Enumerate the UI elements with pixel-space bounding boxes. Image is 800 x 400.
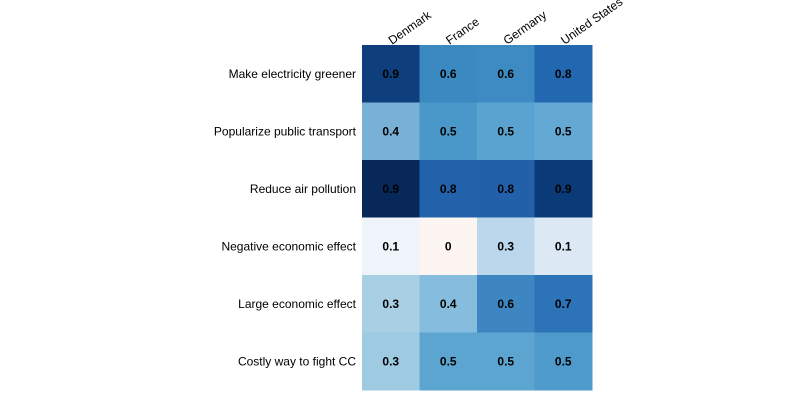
cell-value-labels: 0.9 0.6 0.6 0.8 0.4 0.5 0.5 0.5 0.9 0.8 0.8 0.9 0.1 0… [382, 67, 572, 369]
heatmap-cell-reduce-air-pollution-france [419, 160, 478, 218]
row-label: Large economic effect [238, 297, 357, 311]
heatmap-cell-reduce-air-pollution-united-states [534, 160, 593, 218]
heatmap-cell-costly-way-to-fight-cc-united-states [534, 332, 593, 391]
cell-value-label: 0.3 [382, 354, 399, 368]
cell-value-label: 0.3 [382, 297, 399, 311]
cell-value-label: 0 [445, 239, 452, 253]
cell-value-label: 0.5 [440, 124, 457, 138]
column-label: Denmark [386, 7, 435, 47]
heatmap-cell-negative-economic-effect-united-states [534, 217, 593, 276]
heatmap-cell-reduce-air-pollution-germany [477, 160, 535, 218]
row-labels: Make electricity greener Popularize publi… [214, 67, 357, 369]
cell-value-label: 0.3 [497, 239, 514, 253]
cell-value-label: 0.9 [382, 182, 399, 196]
cell-value-label: 0.1 [555, 239, 572, 253]
heatmap-cell-make-electricity-greener-france [419, 45, 478, 103]
cell-value-label: 0.5 [497, 354, 514, 368]
heatmap-cell-popularize-public-transport-denmark [362, 102, 420, 161]
cell-value-label: 0.1 [382, 239, 399, 253]
cell-value-label: 0.8 [497, 182, 514, 196]
cell-value-label: 0.9 [555, 182, 572, 196]
column-label: United States [558, 0, 625, 47]
cell-value-label: 0.6 [440, 67, 457, 81]
heatmap-cell-negative-economic-effect-denmark [362, 217, 420, 276]
column-labels: Denmark France Germany United States [386, 0, 626, 47]
column-label: Germany [501, 8, 549, 48]
column-label: France [443, 14, 482, 47]
heatmap-cell-make-electricity-greener-denmark [362, 45, 420, 103]
heatmap-cell-popularize-public-transport-france [419, 102, 478, 161]
cell-value-label: 0.4 [440, 297, 457, 311]
heatmap-cell-costly-way-to-fight-cc-germany [477, 332, 535, 391]
cell-value-label: 0.8 [555, 67, 572, 81]
row-label: Make electricity greener [229, 67, 356, 81]
cell-value-label: 0.6 [497, 297, 514, 311]
heatmap-cell-popularize-public-transport-germany [477, 102, 535, 161]
cell-value-label: 0.5 [555, 124, 572, 138]
heatmap-cell-large-economic-effect-france [419, 275, 478, 333]
row-label: Popularize public transport [214, 124, 357, 138]
heatmap-cell-make-electricity-greener-united-states [534, 45, 593, 103]
heatmap-cell-negative-economic-effect-france [419, 217, 478, 276]
heatmap-cell-large-economic-effect-germany [477, 275, 535, 333]
cell-value-label: 0.5 [440, 354, 457, 368]
heatmap-cell-popularize-public-transport-united-states [534, 102, 593, 161]
cell-value-label: 0.8 [440, 182, 457, 196]
heatmap-cell-make-electricity-greener-germany [477, 45, 535, 103]
cell-value-label: 0.5 [555, 354, 572, 368]
heatmap-cell-reduce-air-pollution-denmark [362, 160, 420, 218]
heatmap-cell-negative-economic-effect-germany [477, 217, 535, 276]
row-label: Negative economic effect [221, 239, 356, 253]
heatmap-cell-large-economic-effect-denmark [362, 275, 420, 333]
cell-value-label: 0.7 [555, 297, 572, 311]
row-label: Reduce air pollution [250, 182, 356, 196]
heatmap-cells [362, 45, 593, 391]
heatmap-cell-costly-way-to-fight-cc-denmark [362, 332, 420, 391]
heatmap-cell-costly-way-to-fight-cc-france [419, 332, 478, 391]
cell-value-label: 0.5 [497, 124, 514, 138]
cell-value-label: 0.6 [497, 67, 514, 81]
cell-value-label: 0.4 [382, 124, 399, 138]
heatmap-cell-large-economic-effect-united-states [534, 275, 593, 333]
row-label: Costly way to fight CC [238, 354, 356, 368]
cell-value-label: 0.9 [382, 67, 399, 81]
